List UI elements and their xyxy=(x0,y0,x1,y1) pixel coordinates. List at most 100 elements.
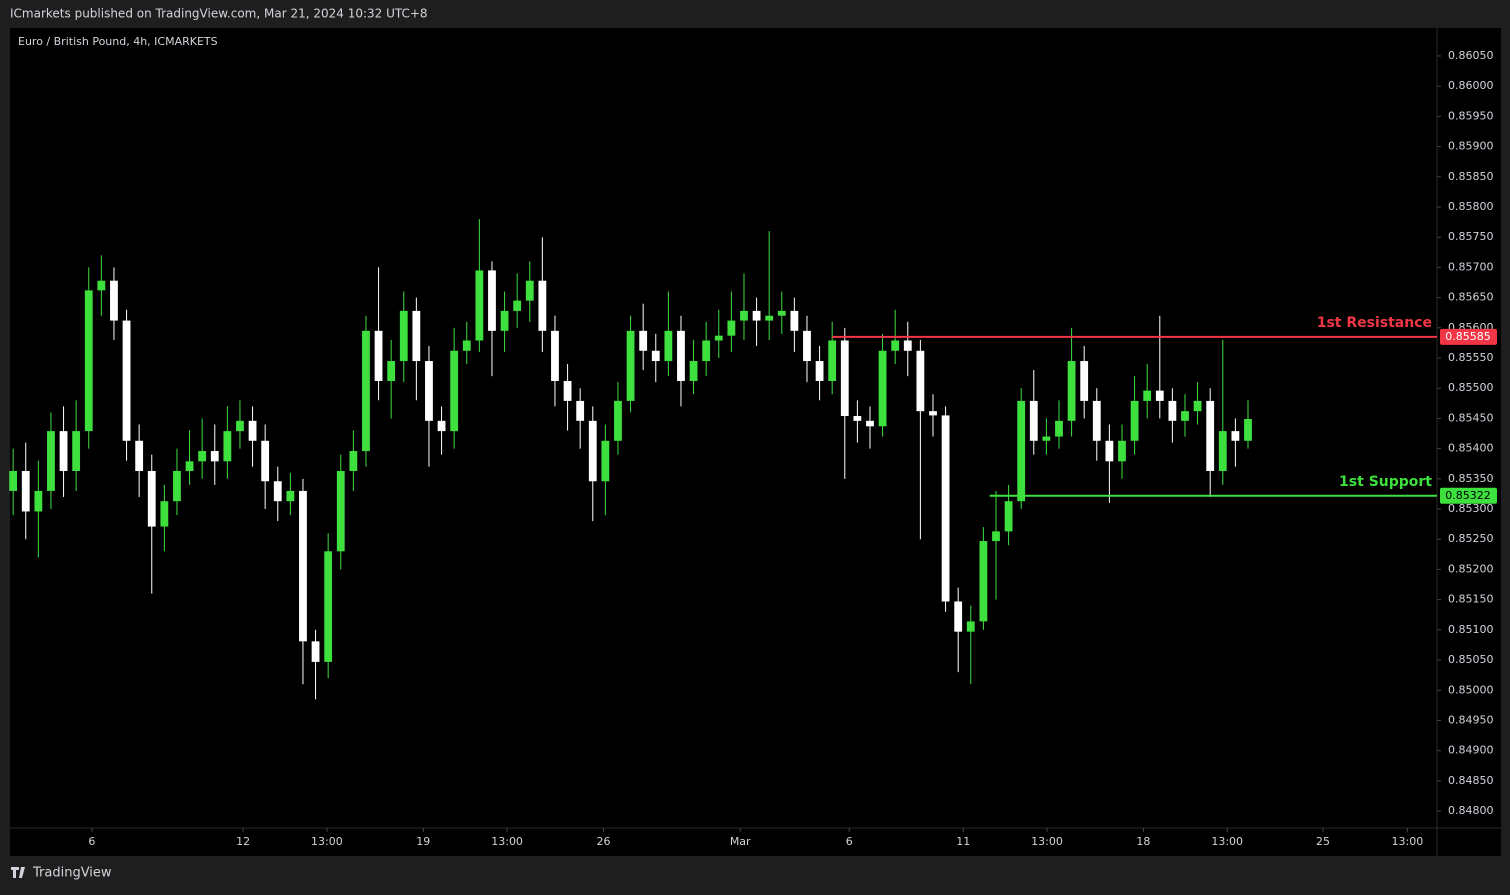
candle-body xyxy=(639,330,648,351)
y-tick-label: 0.85400 xyxy=(1448,442,1494,455)
y-tick-label: 0.84900 xyxy=(1448,744,1494,757)
x-tick-label: 11 xyxy=(956,835,970,848)
candle-body xyxy=(462,340,471,351)
candle-body xyxy=(903,340,912,351)
candle-body xyxy=(840,340,849,417)
candle-body xyxy=(1231,431,1240,441)
candle-body xyxy=(299,490,307,642)
candle-body xyxy=(1218,431,1227,471)
candle-body xyxy=(185,461,194,471)
candle-body xyxy=(122,320,131,441)
candle-body xyxy=(979,541,988,622)
candle-body xyxy=(815,361,824,381)
candle-body xyxy=(210,451,219,462)
x-tick-label: 6 xyxy=(88,835,95,848)
candle-body xyxy=(1042,436,1051,441)
y-tick-label: 0.85150 xyxy=(1448,593,1494,606)
candle-body xyxy=(173,470,181,502)
x-tick-label: 25 xyxy=(1316,835,1330,848)
y-tick-label: 0.85750 xyxy=(1448,230,1494,243)
candle-body xyxy=(286,490,295,502)
candle-body xyxy=(374,330,383,381)
candle-body xyxy=(248,420,257,441)
x-tick-label: 12 xyxy=(236,835,250,848)
candle-body xyxy=(500,310,509,331)
candle-body xyxy=(614,400,622,441)
candle-body xyxy=(626,330,635,401)
candle-body xyxy=(765,315,774,321)
price-tag-label: 0.85322 xyxy=(1445,489,1491,502)
y-tick-label: 0.85950 xyxy=(1448,109,1494,122)
candle-body xyxy=(425,361,433,421)
candle-body xyxy=(1067,361,1076,421)
candle-body xyxy=(47,431,55,491)
candle-body xyxy=(387,361,396,381)
brand: TradingView xyxy=(32,866,112,881)
y-tick-label: 0.85000 xyxy=(1448,683,1494,696)
candle-body xyxy=(223,431,232,462)
y-tick-label: 0.84950 xyxy=(1448,713,1494,726)
candle-body xyxy=(916,350,925,412)
candle-body xyxy=(689,361,698,381)
symbol-title: Euro / British Pound, 4h, ICMARKETS xyxy=(18,35,218,48)
candle-body xyxy=(362,330,370,452)
candle-body xyxy=(72,431,81,471)
level-name: 1st Support xyxy=(1339,474,1432,490)
candle-body xyxy=(160,501,169,527)
candle-body xyxy=(563,380,572,401)
y-tick-label: 0.86050 xyxy=(1448,49,1494,62)
candle-body xyxy=(790,310,799,331)
candle-body xyxy=(1181,411,1189,421)
candle-body xyxy=(891,340,900,351)
candle-body xyxy=(702,340,711,362)
x-tick-label: 18 xyxy=(1136,835,1150,848)
candle-body xyxy=(475,270,484,341)
candle-body xyxy=(740,310,748,321)
x-tick-label: Mar xyxy=(730,835,751,848)
candle-body xyxy=(261,440,270,482)
candle-body xyxy=(601,440,610,482)
candle-body xyxy=(992,531,1000,542)
candle-body xyxy=(538,280,547,331)
candle-body xyxy=(1193,400,1202,412)
candle-body xyxy=(777,310,786,316)
y-tick-label: 0.85450 xyxy=(1448,411,1494,424)
candle-body xyxy=(878,350,887,427)
candle-body xyxy=(488,270,496,331)
candle-body xyxy=(954,601,963,632)
candle-body xyxy=(1155,390,1164,401)
candle-body xyxy=(311,641,320,662)
candle-body xyxy=(236,420,244,432)
candle-body xyxy=(97,280,106,291)
candle-body xyxy=(941,415,950,602)
candle-body xyxy=(1206,400,1215,471)
candle-body xyxy=(1029,400,1038,441)
logo xyxy=(11,867,25,878)
y-tick-label: 0.85550 xyxy=(1448,351,1494,364)
candle-body xyxy=(84,290,93,432)
candle-body xyxy=(513,300,522,311)
x-tick-label: 13:00 xyxy=(1031,835,1063,848)
candle-body xyxy=(1055,420,1063,437)
candle-body xyxy=(1080,361,1089,401)
x-tick-label: 19 xyxy=(416,835,430,848)
candle-body xyxy=(966,621,975,632)
candle-body xyxy=(147,470,156,527)
candle-body xyxy=(110,280,118,321)
y-tick-label: 0.85300 xyxy=(1448,502,1494,515)
candle-body xyxy=(450,350,459,432)
y-tick-label: 0.84800 xyxy=(1448,804,1494,817)
candle-body xyxy=(336,470,345,552)
y-tick-label: 0.85700 xyxy=(1448,260,1494,273)
publisher: ICmarkets published on TradingView.com, … xyxy=(10,7,428,21)
candle-body xyxy=(803,330,811,362)
price-tag-label: 0.85585 xyxy=(1445,330,1491,343)
candle-body xyxy=(21,470,30,512)
y-tick-label: 0.85500 xyxy=(1448,381,1494,394)
candle-body xyxy=(349,451,358,471)
candle-body xyxy=(727,320,736,336)
candle-body xyxy=(828,340,837,381)
candle-body xyxy=(437,420,446,432)
candle-body xyxy=(1130,400,1139,441)
